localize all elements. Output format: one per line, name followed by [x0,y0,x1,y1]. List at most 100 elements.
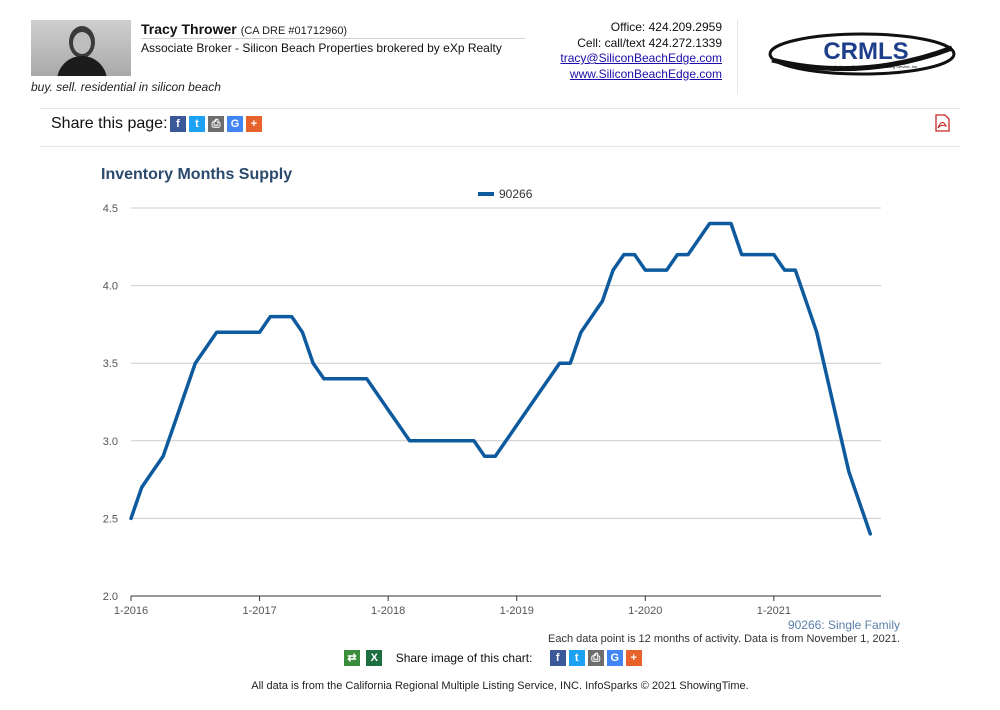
logo-wordmark: CRMLS [823,38,908,65]
data-point [194,362,197,365]
data-point [215,330,218,334]
legend-label: 90266 [499,187,533,201]
data-point [451,439,454,442]
data-point [311,362,315,365]
data-point [429,439,433,442]
google-icon[interactable]: G [606,650,623,666]
data-point [761,253,765,256]
agent-name: Tracy Thrower (CA DRE #01712960) [141,21,348,37]
data-note: Each data point is 12 months of activity… [548,633,900,645]
data-point [772,253,776,256]
data-point [590,315,593,318]
y-tick-label: 4.0 [103,281,118,293]
data-point [611,268,615,272]
data-point [408,439,411,442]
share-icon[interactable]: ⇄ [344,650,360,666]
data-point [376,393,379,396]
print-icon[interactable]: ⎙ [208,115,224,132]
logo-subtext: California Regional Multiple Listing Ser… [834,64,918,69]
data-point [633,253,636,256]
data-point [804,299,808,303]
facebook-icon[interactable]: f [170,115,186,132]
y-tick-label: 3.0 [103,436,118,448]
office-phone: Office: 424.209.2959 [610,20,722,34]
pdf-icon[interactable] [934,114,950,132]
y-tick-label: 3.5 [103,358,118,370]
chart-title: Inventory Months Supply [101,166,293,183]
data-point [140,486,143,489]
data-point [504,439,508,442]
share-image-row: ⇄ X Share image of this chart: f t ⎙ G + [344,650,645,666]
google-icon[interactable]: G [227,115,243,132]
data-point [858,501,861,505]
data-point [644,268,647,272]
share-bar [40,108,961,147]
data-point [397,424,401,427]
data-point [826,377,829,380]
data-point [204,346,208,349]
data-point [258,330,261,334]
data-point [740,253,743,256]
y-tick-label: 2.0 [103,591,118,603]
plus-icon[interactable]: + [625,650,642,666]
twitter-icon[interactable]: t [189,115,205,132]
data-point [515,424,518,427]
x-tick-label: 1-2019 [500,605,534,617]
x-tick-label: 1-2016 [114,605,148,617]
twitter-icon[interactable]: t [568,650,585,666]
data-point [247,330,251,334]
excel-icon[interactable]: X [366,650,383,666]
data-point [483,455,486,458]
data-point [440,439,443,442]
header-separator [737,20,738,94]
data-point [365,377,368,380]
share-image-label: Share image of this chart: [395,651,533,665]
data-point [569,362,572,365]
data-point [161,455,165,458]
share-page-icons: f t ⎙ G + [170,115,265,133]
data-point [526,408,529,411]
cell-phone: Cell: call/text 424.272.1339 [577,35,722,50]
data-point [226,330,229,334]
data-point [236,330,240,334]
data-point [461,439,465,442]
data-point [847,470,851,474]
header-divider [141,38,525,39]
data-point [697,237,701,241]
data-point [354,377,358,380]
data-point [719,222,722,225]
data-point [601,299,604,303]
data-point [322,377,326,380]
agent-tagline: buy. sell. residential in silicon beach [31,80,221,94]
data-point [654,268,658,272]
x-tick-label: 1-2018 [371,605,405,617]
data-point [290,315,293,318]
data-point [794,268,797,272]
data-point [183,393,186,396]
x-tick-label: 1-2021 [757,605,791,617]
print-icon[interactable]: ⎙ [587,650,604,666]
data-point [783,268,786,272]
data-point [344,377,347,380]
y-tick-label: 4.5 [103,203,118,215]
data-point [708,222,711,225]
contact-block: Office: 424.209.2959 Cell: call/text 424… [560,20,722,82]
plus-icon[interactable]: + [246,115,262,132]
data-point [494,455,497,458]
x-tick-label: 1-2017 [242,605,276,617]
facebook-icon[interactable]: f [549,650,566,666]
data-point [622,253,626,256]
data-point [333,377,336,380]
series-line-90266 [129,221,873,536]
data-point [869,532,872,536]
data-point [419,439,422,442]
data-point [579,330,583,334]
series-description: 90266: Single Family [787,618,900,632]
data-point [279,315,283,318]
data-point [536,393,540,396]
email-link[interactable]: tracy@SiliconBeachEdge.com [560,51,722,65]
data-point [676,253,679,256]
y-tick-label: 2.5 [103,513,118,525]
website-link[interactable]: www.SiliconBeachEdge.com [569,66,722,81]
data-point [269,315,272,318]
